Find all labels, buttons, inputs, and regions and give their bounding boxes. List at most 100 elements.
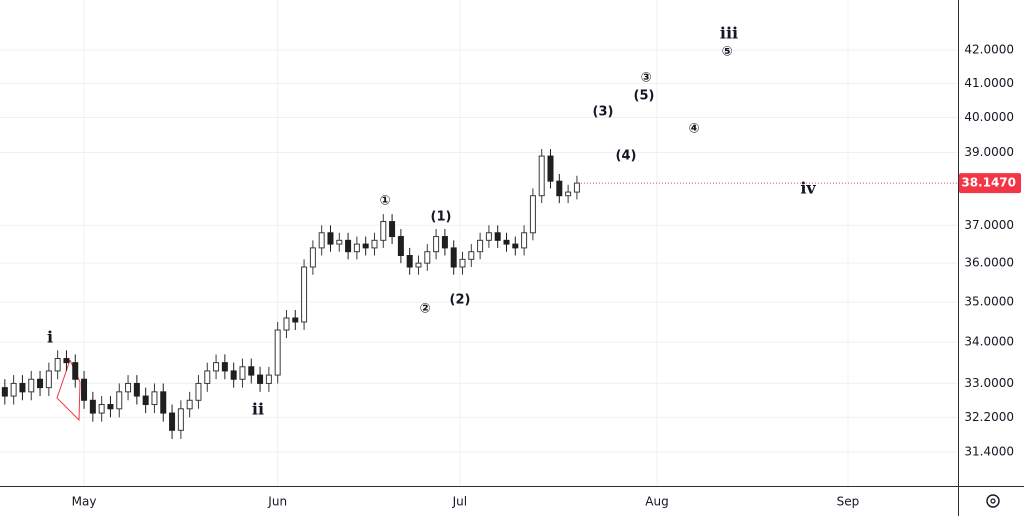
- candle: [494, 225, 501, 248]
- candle-body: [81, 378, 88, 401]
- candle: [265, 366, 272, 392]
- candle-body: [494, 232, 501, 241]
- candle-body: [133, 382, 140, 397]
- candle-body: [353, 243, 360, 253]
- candle-body: [142, 395, 149, 406]
- candle-body: [19, 382, 26, 393]
- candle: [89, 391, 96, 422]
- candle: [327, 225, 334, 252]
- candle: [477, 232, 484, 260]
- candle-body: [573, 182, 580, 193]
- candle-body: [63, 358, 70, 364]
- candle: [441, 229, 448, 256]
- settings-icon-center[interactable]: [990, 498, 996, 504]
- wave-label: iv: [800, 179, 816, 198]
- candle-body: [10, 382, 17, 397]
- candle-body: [195, 382, 202, 401]
- wave-label: ③: [640, 71, 651, 86]
- candle-body: [239, 366, 246, 380]
- candle: [151, 383, 158, 414]
- candle-body: [512, 243, 519, 249]
- candle: [292, 310, 299, 331]
- candle: [107, 396, 114, 418]
- candle: [186, 391, 193, 418]
- settings-icon[interactable]: [986, 494, 1000, 508]
- candle: [1, 379, 8, 405]
- candle-body: [459, 258, 466, 268]
- candle: [283, 310, 290, 339]
- candle-body: [72, 362, 79, 380]
- candle: [37, 370, 44, 397]
- wave-label: iii: [720, 24, 738, 43]
- candle: [45, 362, 52, 397]
- wave-label: (4): [616, 149, 637, 164]
- candle: [116, 383, 123, 418]
- candle: [195, 375, 202, 409]
- candle: [556, 173, 563, 204]
- candle-body: [301, 266, 308, 323]
- candle: [336, 232, 343, 252]
- candle-body: [230, 370, 237, 380]
- candle: [529, 188, 536, 241]
- y-tick-label: 39.0000: [964, 145, 1014, 159]
- candle-body: [125, 382, 132, 393]
- candle-body: [151, 391, 158, 406]
- candle: [415, 255, 422, 275]
- candle-body: [186, 399, 193, 410]
- y-tick-label: 36.0000: [964, 256, 1014, 270]
- candle-body: [327, 232, 334, 245]
- candle: [125, 375, 132, 401]
- x-tick-label: Jun: [267, 495, 287, 509]
- candle-body: [318, 232, 325, 249]
- candle: [274, 321, 281, 384]
- y-tick-label: 41.0000: [964, 76, 1014, 90]
- y-tick-label: 34.0000: [964, 335, 1014, 349]
- candle-body: [547, 155, 554, 182]
- wave-label: ii: [252, 400, 264, 419]
- candle-body: [389, 221, 396, 238]
- candle: [239, 358, 246, 388]
- wave-label: (1): [431, 210, 452, 225]
- candle: [353, 236, 360, 260]
- candle-body: [107, 404, 114, 410]
- candle: [406, 247, 413, 275]
- candle: [565, 184, 572, 204]
- candle-body: [362, 243, 369, 249]
- candle: [72, 354, 79, 388]
- candle-body: [345, 239, 352, 253]
- candle-body: [468, 251, 475, 260]
- wave-label: i: [47, 328, 53, 347]
- candle: [10, 375, 17, 405]
- y-tick-label: 40.0000: [964, 110, 1014, 124]
- x-tick-label: May: [72, 495, 97, 509]
- candle-body: [371, 239, 378, 249]
- grid: [0, 0, 958, 486]
- candle: [54, 350, 61, 380]
- candle: [362, 236, 369, 256]
- candle-body: [45, 370, 52, 389]
- candle: [512, 236, 519, 256]
- candle: [573, 175, 580, 200]
- candle-body: [116, 391, 123, 410]
- candle: [345, 232, 352, 260]
- y-tick-label: 32.2000: [964, 410, 1014, 424]
- candle: [98, 396, 105, 422]
- candle-body: [274, 329, 281, 376]
- candle-body: [257, 374, 264, 384]
- candle: [160, 383, 167, 422]
- candle: [450, 240, 457, 275]
- settings-button[interactable]: [986, 494, 1000, 508]
- candle: [468, 244, 475, 268]
- candle-body: [415, 262, 422, 268]
- candle-body: [529, 195, 536, 234]
- candle: [318, 225, 325, 256]
- x-tick-label: Sep: [837, 495, 860, 509]
- candle-body: [292, 317, 299, 323]
- candle: [257, 366, 264, 392]
- candle: [538, 148, 545, 204]
- candle-body: [503, 239, 510, 245]
- y-tick-label: 33.0000: [964, 376, 1014, 390]
- candle: [177, 400, 184, 439]
